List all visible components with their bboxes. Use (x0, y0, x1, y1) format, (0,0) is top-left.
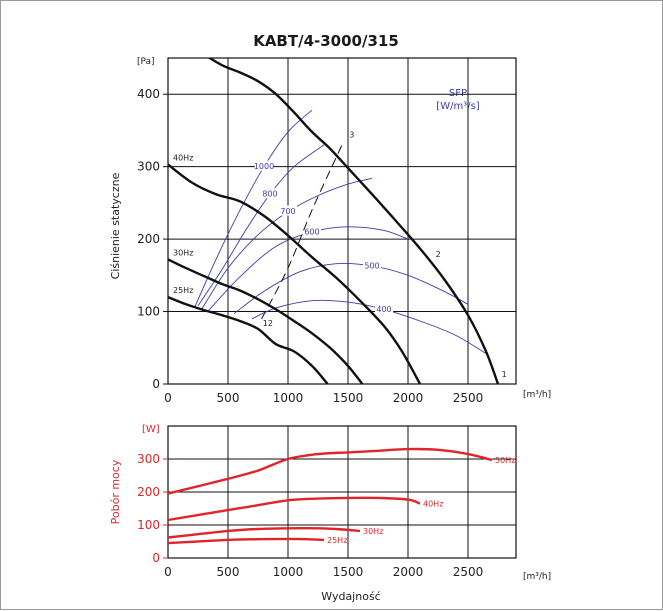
power-curve-50hz (167, 447, 493, 495)
power-x-tick-label: 1500 (333, 565, 364, 579)
power-curve-label-50hz: 50Hz (495, 456, 515, 465)
sfp-label-bg (303, 225, 321, 236)
power-y-tick-label: 300 (137, 452, 160, 466)
fan-x-tick-label: 1000 (273, 391, 304, 405)
sfp-label-bg (255, 160, 273, 171)
power-x-tick-label: 1000 (273, 565, 304, 579)
power-x-tick-label: 0 (164, 565, 172, 579)
power-curve-label-40hz: 40Hz (423, 500, 443, 509)
bottom-y-axis-label: Pobór mocy (109, 459, 122, 524)
sfp-label-700: 700 (280, 207, 295, 216)
sfp-label-title: SFP (449, 88, 467, 99)
fan-plot-area (167, 57, 517, 385)
fan-curve-40hz (168, 163, 422, 384)
fan-y-tick-label: 400 (137, 87, 160, 101)
power-y-tick-label: 0 (152, 551, 160, 565)
sfp-label-400: 400 (376, 305, 391, 314)
sfp-label-1000: 1000 (254, 162, 274, 171)
fan-curve-label-25hz: 25Hz (173, 286, 193, 295)
sfp-label-bg (261, 188, 279, 199)
point-label-3: 3 (349, 131, 354, 140)
fan-x-tick-label: 0 (164, 391, 172, 405)
fan-curve-label-30hz: 30Hz (173, 248, 193, 257)
sfp-label-500: 500 (364, 261, 379, 270)
bottom-y-unit: [W] (142, 424, 160, 435)
fan-y-tick-label: 0 (152, 377, 160, 391)
operating-dashed-line (261, 144, 343, 320)
top-x-unit: [m³/h] (523, 390, 551, 400)
sfp-curve-500 (233, 262, 469, 315)
bottom-x-unit: [m³/h] (523, 572, 551, 582)
fan-x-tick-label: 1500 (333, 391, 364, 405)
power-y-tick-label: 100 (137, 518, 160, 532)
point-label-1: 1 (502, 370, 507, 379)
sfp-label-600: 600 (304, 227, 319, 236)
power-curve-label-30hz: 30Hz (363, 527, 383, 536)
fan-curve-30hz (168, 258, 364, 384)
fan-y-tick-label: 200 (137, 232, 160, 246)
sfp-label-800: 800 (262, 190, 277, 199)
fan-x-tick-label: 500 (217, 391, 240, 405)
sfp-curve-1000 (193, 109, 313, 309)
point-label-2: 2 (436, 250, 441, 259)
power-chart: 0 500 1000 1500 2000 2500 0 100 200 300 50Hz 40Hz 30… (137, 425, 517, 579)
power-curve-40hz (167, 496, 421, 522)
fan-curve-label-40hz: 40Hz (173, 153, 193, 162)
sfp-label-bg (279, 205, 297, 216)
power-curve-25hz (167, 537, 325, 545)
fan-y-tick-label: 100 (137, 305, 160, 319)
sfp-label-unit: [W/m³/s] (436, 101, 479, 112)
power-x-tick-label: 2500 (453, 565, 484, 579)
top-y-unit: [Pa] (137, 57, 155, 67)
sfp-label-bg (375, 303, 393, 314)
fan-x-tick-label: 2000 (393, 391, 424, 405)
fan-y-tick-label: 300 (137, 160, 160, 174)
point-label-12: 12 (263, 319, 273, 328)
fan-curve-50hz (168, 58, 500, 384)
fan-curve-25hz (168, 295, 329, 384)
bottom-x-axis-label: Wydajność (321, 590, 380, 603)
power-curve-30hz (167, 527, 361, 539)
fan-x-tick-label: 2500 (453, 391, 484, 405)
fan-chart: 0 500 1000 1500 2000 250001002003004001000800… (137, 47, 517, 405)
top-y-axis-label: Ciśnienie statyczne (109, 172, 122, 279)
chart-title: KABT/4-3000/315 (253, 32, 399, 50)
power-curve-label-25hz: 25Hz (327, 536, 347, 545)
power-y-tick-label: 200 (137, 485, 160, 499)
power-x-tick-label: 500 (217, 565, 240, 579)
power-x-tick-label: 2000 (393, 565, 424, 579)
fan-curve-label-50hz: 50Hz (173, 47, 193, 56)
sfp-label-bg (363, 259, 381, 270)
